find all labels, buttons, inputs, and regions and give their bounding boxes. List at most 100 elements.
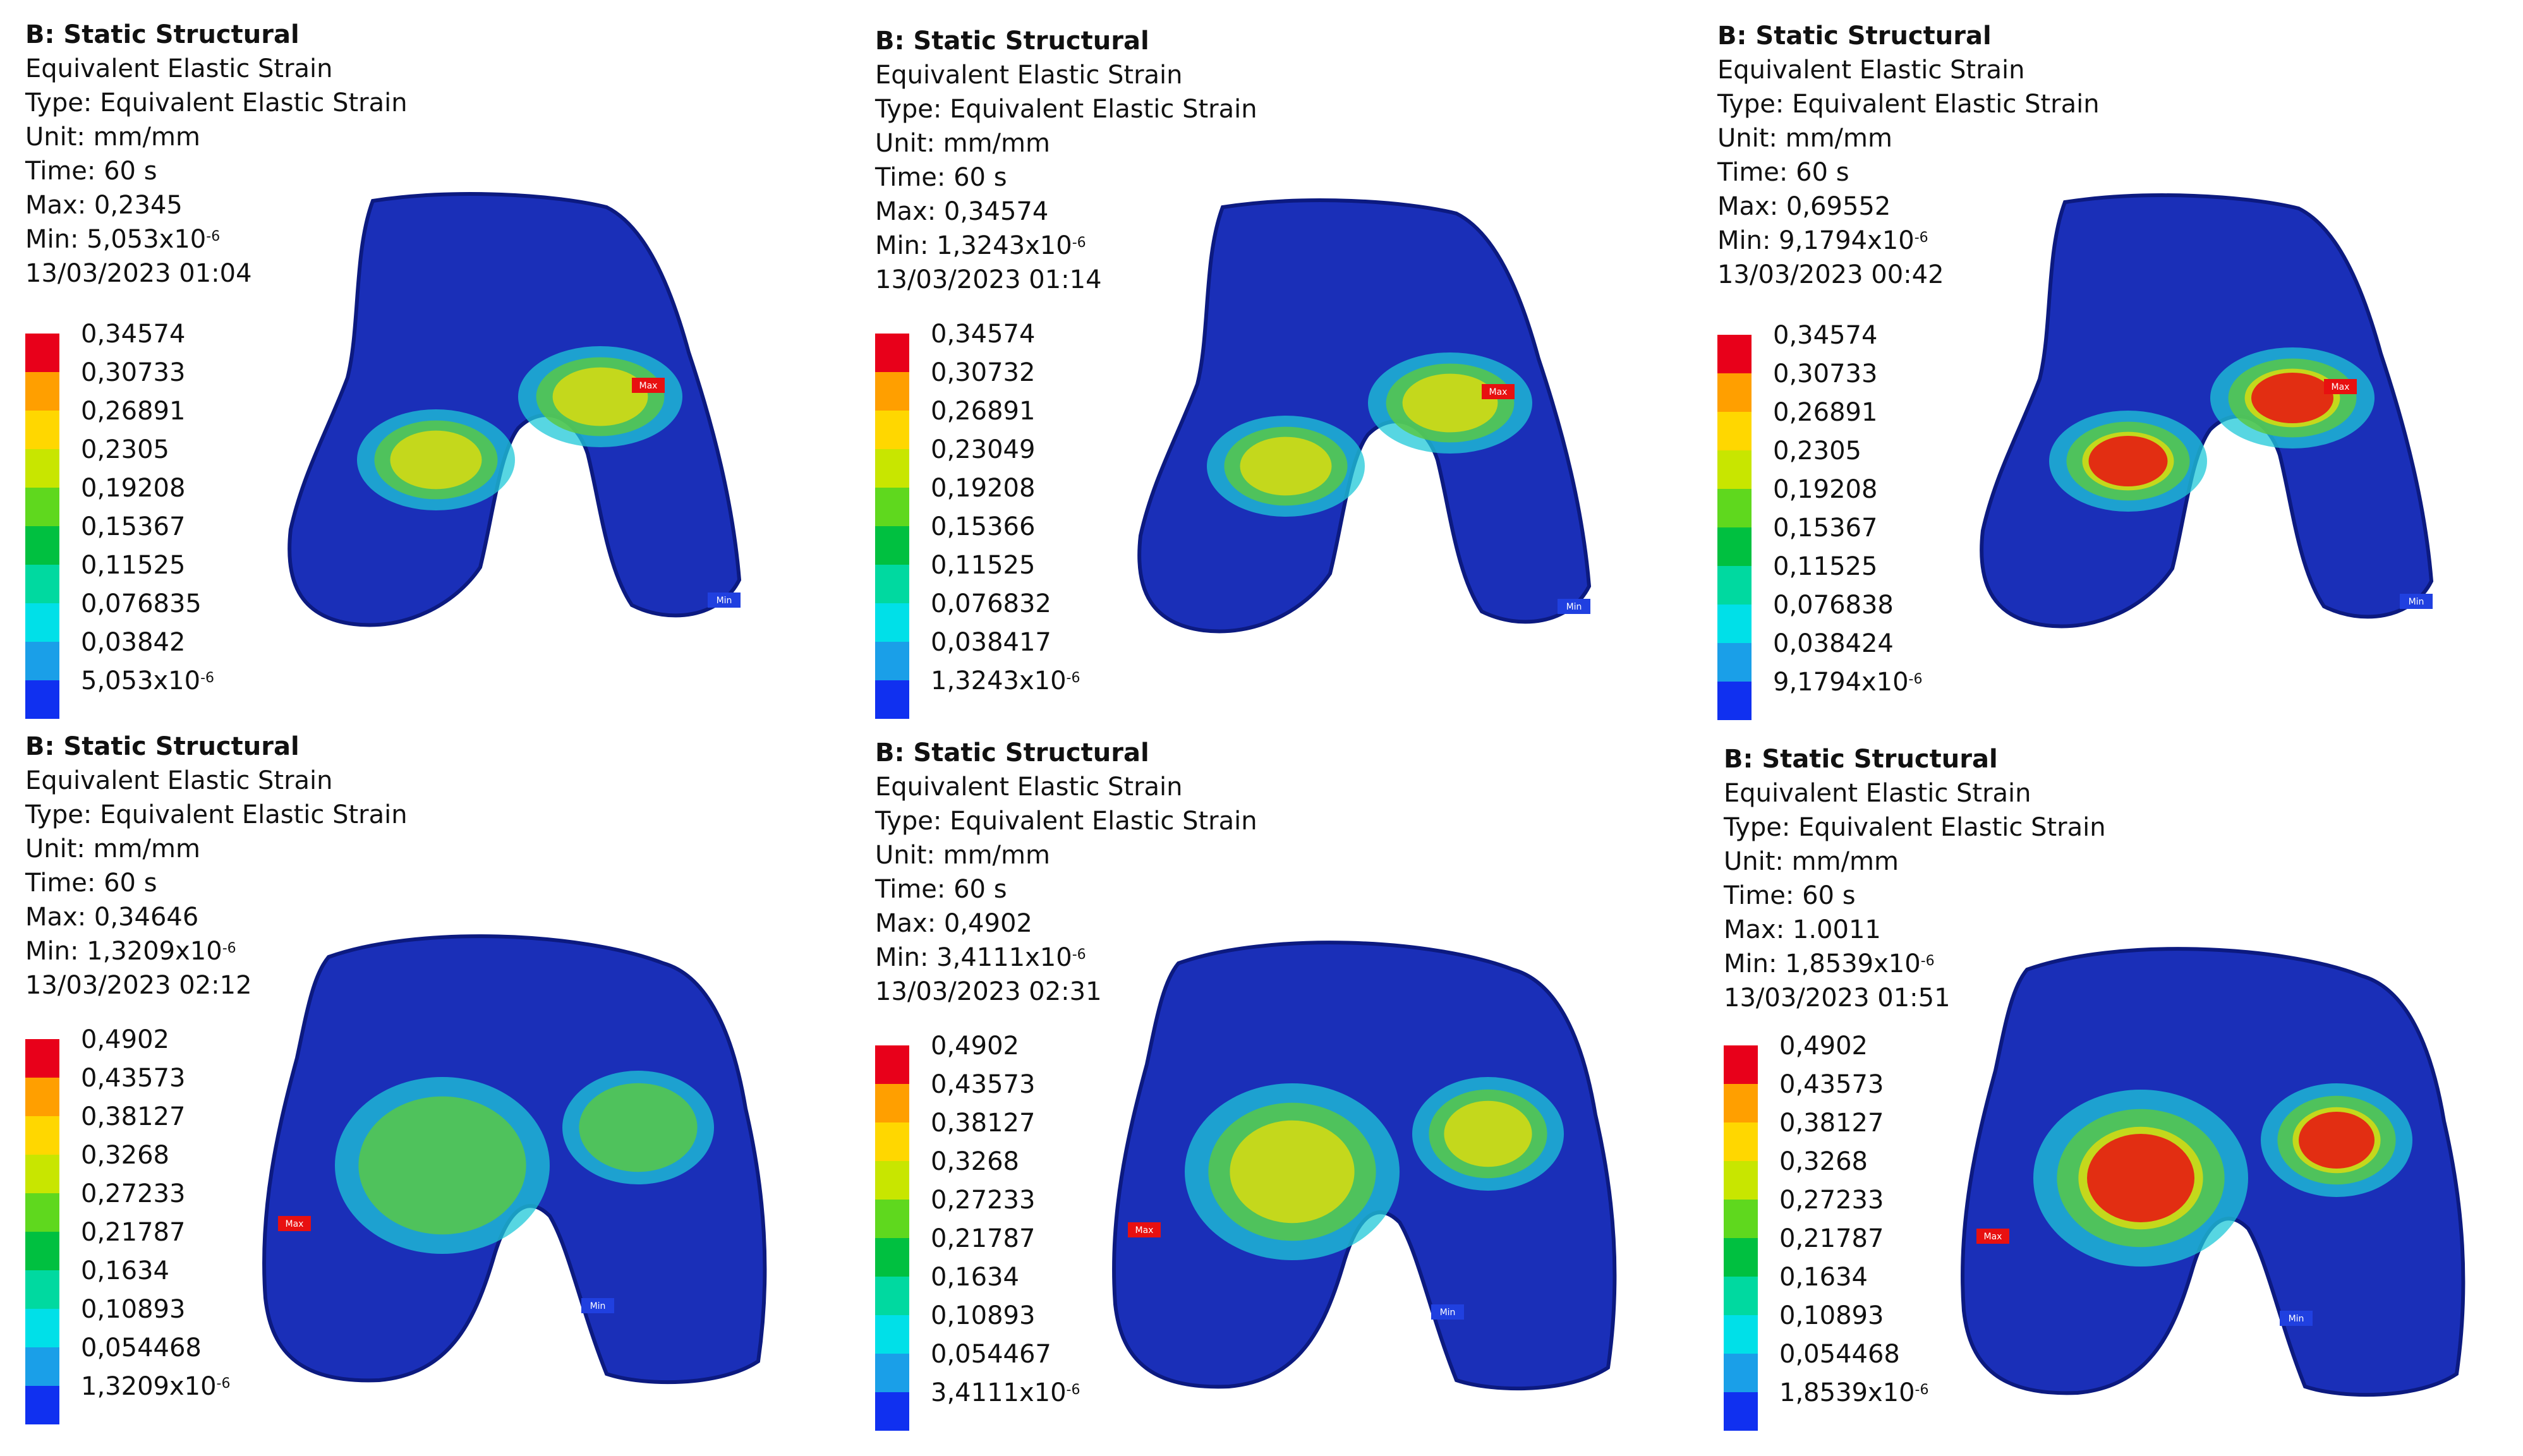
legend-swatch (875, 1200, 909, 1238)
legend-swatch (1724, 1392, 1758, 1431)
legend-label: 0,26891 (81, 397, 186, 426)
legend-swatch (1717, 335, 1752, 373)
analysis-header: B: Static Structural (875, 27, 1149, 56)
legend-label: 0,11525 (81, 551, 186, 580)
analysis-header: B: Static Structural (25, 732, 299, 761)
result-name: Equivalent Elastic Strain (1724, 779, 2031, 808)
legend-swatch (1717, 566, 1752, 605)
legend-label: 1,3209x10-6 (81, 1372, 231, 1401)
legend-label: 0,054467 (931, 1340, 1051, 1369)
min-tag: Min (2400, 594, 2433, 609)
analysis-header: B: Static Structural (1717, 21, 1992, 51)
legend-swatch (875, 1392, 909, 1431)
legend-swatch (1717, 643, 1752, 682)
legend-swatch (25, 642, 59, 680)
legend-swatch (25, 1193, 59, 1232)
bone-visual: Max Min (1970, 190, 2523, 672)
result-unit: Unit: mm/mm (875, 129, 1050, 158)
legend-swatch (875, 603, 909, 642)
max-tag: Max (2324, 379, 2357, 394)
result-min: Min: 1,3243x10-6 (875, 231, 1086, 260)
legend-swatch (1724, 1238, 1758, 1277)
result-time: Time: 60 s (875, 875, 1007, 904)
legend-swatch (1717, 682, 1752, 720)
legend-swatch (25, 411, 59, 449)
femur-model: Max Min (287, 192, 742, 627)
strain-hotspot (2088, 436, 2168, 486)
femur-model: Max Min (1980, 193, 2434, 629)
legend-label: 0,038417 (931, 628, 1051, 657)
analysis-header: B: Static Structural (875, 738, 1149, 767)
legend-swatch (25, 1078, 59, 1116)
bone-visual: Max Min (1128, 195, 1684, 677)
legend-label: 0,26891 (931, 397, 1036, 426)
legend-swatch (1724, 1045, 1758, 1084)
max-tag: Max (1482, 384, 1515, 399)
legend-swatch (875, 449, 909, 488)
strain-hotspot (2251, 373, 2333, 423)
legend-label: 0,10893 (931, 1301, 1036, 1330)
legend-swatch (1717, 489, 1752, 527)
legend-swatch (875, 488, 909, 526)
svg-text:Min: Min (2409, 597, 2424, 607)
legend-swatch (875, 1084, 909, 1122)
legend-label: 0,34574 (81, 320, 186, 349)
legend-label: 0,21787 (81, 1218, 186, 1247)
legend-label: 0,30733 (81, 358, 186, 387)
legend-swatch (1717, 373, 1752, 412)
legend-swatch (25, 1039, 59, 1078)
legend-label: 0,30733 (1773, 359, 1878, 388)
bone-visual: Max Min (278, 188, 834, 671)
legend-swatch (25, 1309, 59, 1347)
svg-text:Min: Min (717, 596, 732, 606)
result-time: Time: 60 s (25, 869, 157, 898)
result-name: Equivalent Elastic Strain (1717, 56, 2025, 85)
analysis-header: B: Static Structural (25, 20, 299, 49)
legend-label: 0,38127 (931, 1109, 1036, 1138)
strain-hotspot (2299, 1112, 2375, 1169)
legend-label: 0,10893 (81, 1295, 186, 1324)
result-max: Max: 0,69552 (1717, 192, 1891, 221)
result-info: B: Static Structural Equivalent Elastic S… (25, 18, 408, 291)
strain-hotspot (1240, 436, 1332, 496)
legend-label: 3,4111x10-6 (931, 1378, 1080, 1407)
analysis-header: B: Static Structural (1724, 745, 1998, 774)
legend-label: 0,15367 (1773, 514, 1878, 543)
legend-label: 0,27233 (1779, 1186, 1884, 1215)
legend-label: 0,21787 (1779, 1224, 1884, 1253)
legend-label: 0,1634 (931, 1263, 1019, 1292)
legend-label: 0,26891 (1773, 398, 1878, 427)
legend-label: 0,15366 (931, 512, 1036, 541)
result-name: Equivalent Elastic Strain (875, 773, 1183, 802)
result-time: Time: 60 s (1717, 158, 1849, 187)
legend-swatch (875, 642, 909, 680)
result-date: 13/03/2023 00:42 (1717, 260, 1944, 289)
legend-swatch (25, 1386, 59, 1424)
result-date: 13/03/2023 01:51 (1724, 984, 1951, 1013)
legend-label: 9,1794x10-6 (1773, 668, 1923, 697)
legend-label: 0,38127 (1779, 1109, 1884, 1138)
legend-swatch (1724, 1161, 1758, 1200)
result-max: Max: 0,34646 (25, 903, 199, 932)
result-type: Type: Equivalent Elastic Strain (1724, 813, 2106, 842)
legend-label: 0,27233 (931, 1186, 1036, 1215)
result-min: Min: 3,4111x10-6 (875, 943, 1086, 972)
legend-swatch (25, 1347, 59, 1386)
legend-label: 0,4902 (931, 1032, 1019, 1061)
svg-text:Min: Min (590, 1301, 606, 1311)
result-min: Min: 5,053x10-6 (25, 225, 221, 254)
legend-swatch (1724, 1315, 1758, 1354)
legend-swatch (875, 1122, 909, 1161)
legend-label: 0,11525 (931, 551, 1036, 580)
result-panel: B: Static Structural Equivalent Elastic S… (1724, 742, 2523, 1456)
strain-hotspot (1444, 1100, 1532, 1167)
legend-label: 0,4902 (1779, 1032, 1868, 1061)
svg-text:Min: Min (2289, 1314, 2304, 1324)
legend-label: 0,19208 (931, 474, 1036, 503)
legend-swatch (25, 1232, 59, 1270)
result-unit: Unit: mm/mm (25, 834, 200, 863)
legend-swatch (1717, 527, 1752, 566)
result-panel: B: Static Structural Equivalent Elastic S… (25, 730, 866, 1443)
legend-label: 0,076838 (1773, 591, 1894, 620)
result-panel: B: Static Structural Equivalent Elastic S… (875, 736, 1715, 1450)
